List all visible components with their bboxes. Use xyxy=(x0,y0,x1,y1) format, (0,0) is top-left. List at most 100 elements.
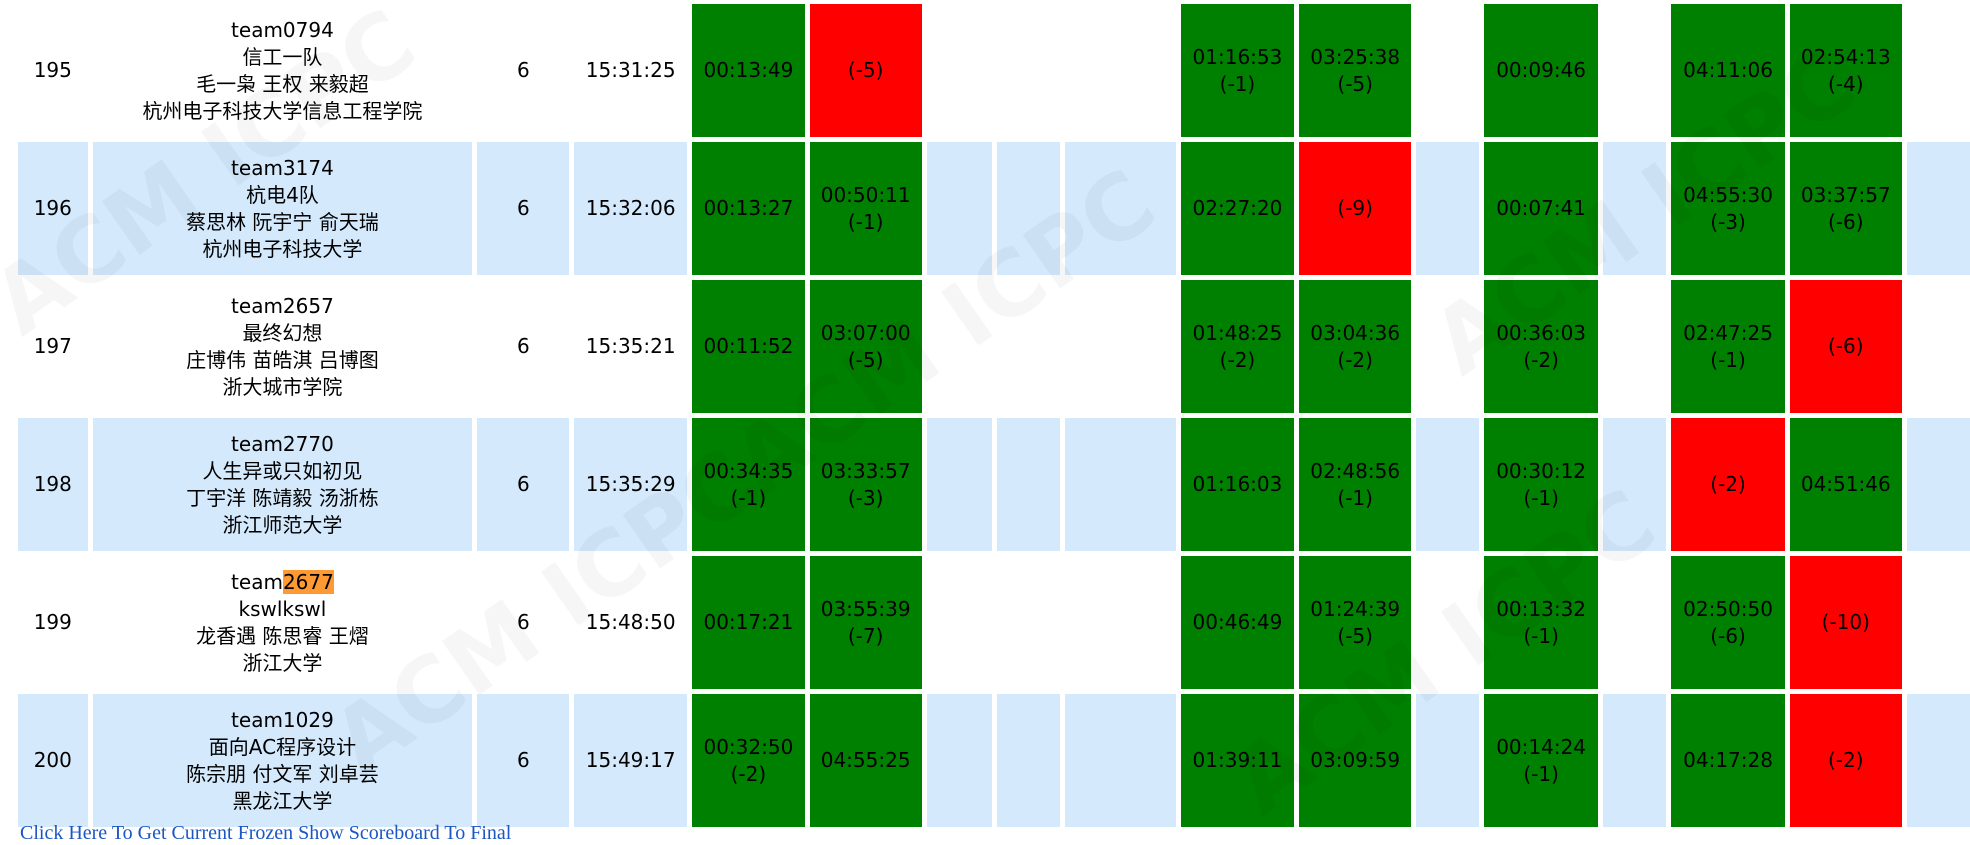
solved-cell: 6 xyxy=(477,4,570,137)
problem-cell: 02:47:25 (-1) xyxy=(1671,280,1785,413)
team-id: team2770 xyxy=(231,431,334,456)
problem-cell: 01:24:39 (-5) xyxy=(1299,556,1412,689)
team-school: 杭州电子科技大学信息工程学院 xyxy=(142,98,423,123)
solve-time: 00:34:35 xyxy=(703,458,794,483)
problem-cell xyxy=(926,142,992,275)
solve-time: 00:14:24 xyxy=(1496,734,1587,759)
search-highlight: 2677 xyxy=(282,569,334,594)
rank-cell: 200 xyxy=(18,694,88,827)
problem-cell xyxy=(996,142,1060,275)
problem-cell: 03:33:57 (-3) xyxy=(809,418,922,551)
solve-time: 01:39:11 xyxy=(1192,748,1283,772)
problem-cell xyxy=(1064,280,1176,413)
team-name: 信工一队 xyxy=(242,44,323,69)
team-name: 人生异或只如初见 xyxy=(202,458,363,483)
table-row: 199 team2677 kswlkswl 龙香遇 陈思睿 王熠 浙江大学 6 15:48:… xyxy=(18,556,1970,689)
problem-cell: (-10) xyxy=(1789,556,1902,689)
problem-cell: (-9) xyxy=(1299,142,1412,275)
rank-cell: 195 xyxy=(18,4,88,137)
solve-time: 01:16:53 xyxy=(1192,44,1283,69)
solve-time: 04:17:28 xyxy=(1683,748,1773,772)
problem-cell: 02:54:13 (-4) xyxy=(1789,4,1902,137)
problem-cell: (-2) xyxy=(1789,694,1902,827)
problem-cell: 04:51:46 xyxy=(1789,418,1902,551)
rank-cell: 196 xyxy=(18,142,88,275)
attempts-count: (-1) xyxy=(730,485,767,510)
team-cell: team3174 杭电4队 蔡思林 阮宇宁 俞天瑞 杭州电子科技大学 xyxy=(92,142,473,275)
solve-time: 00:11:52 xyxy=(703,334,794,358)
attempts-count: (-1) xyxy=(1219,71,1256,96)
problem-cell: 00:11:52 xyxy=(692,280,805,413)
attempts-count: (-9) xyxy=(1337,196,1373,220)
problem-cell: 03:04:36 (-2) xyxy=(1299,280,1412,413)
problem-cell xyxy=(1906,418,1970,551)
attempts-count: (-3) xyxy=(1710,209,1746,234)
problem-cell xyxy=(1602,556,1667,689)
attempts-count: (-6) xyxy=(1710,623,1746,648)
problem-cell xyxy=(926,556,992,689)
solve-time: 03:55:39 xyxy=(820,596,911,621)
solve-time: 00:50:11 xyxy=(820,182,911,207)
table-row: 195 team0794 信工一队 毛一枭 王权 来毅超 杭州电子科技大学信息工程学院 6… xyxy=(18,4,1970,137)
penalty-cell: 15:32:06 xyxy=(574,142,688,275)
problem-cell: 03:37:57 (-6) xyxy=(1789,142,1902,275)
problem-cell xyxy=(1064,4,1176,137)
solved-cell: 6 xyxy=(477,418,570,551)
team-id: team0794 xyxy=(231,17,334,42)
problem-cell: 00:13:32 (-1) xyxy=(1484,556,1598,689)
problem-cell xyxy=(1906,4,1970,137)
attempts-count: (-2) xyxy=(1828,748,1864,772)
penalty-cell: 15:31:25 xyxy=(574,4,688,137)
solve-time: 03:07:00 xyxy=(820,320,911,345)
problem-cell xyxy=(996,280,1060,413)
problem-cell: 00:34:35 (-1) xyxy=(692,418,805,551)
team-cell: team1029 面向AC程序设计 陈宗朋 付文军 刘卓芸 黑龙江大学 xyxy=(92,694,473,827)
attempts-count: (-1) xyxy=(1710,347,1746,372)
problem-cell: 00:07:41 xyxy=(1484,142,1598,275)
problem-cell: 03:07:00 (-5) xyxy=(809,280,922,413)
rank-cell: 197 xyxy=(18,280,88,413)
team-id: team3174 xyxy=(231,155,334,180)
penalty-cell: 15:35:21 xyxy=(574,280,688,413)
team-name: kswlkswl xyxy=(238,596,327,621)
solve-time: 01:48:25 xyxy=(1192,320,1283,345)
problem-cell: 04:11:06 xyxy=(1671,4,1785,137)
attempts-count: (-2) xyxy=(1523,347,1559,372)
problem-cell xyxy=(926,280,992,413)
attempts-count: (-5) xyxy=(847,58,884,82)
table-row: 198 team2770 人生异或只如初见 丁宇洋 陈靖毅 汤浙栋 浙江师范大学 6 15:… xyxy=(18,418,1970,551)
problem-cell: (-6) xyxy=(1789,280,1902,413)
problem-cell: 03:55:39 (-7) xyxy=(809,556,922,689)
attempts-count: (-6) xyxy=(1828,334,1864,358)
solve-time: 00:09:46 xyxy=(1496,58,1587,82)
attempts-count: (-4) xyxy=(1828,71,1864,96)
solved-cell: 6 xyxy=(477,556,570,689)
solve-time: 04:55:30 xyxy=(1683,182,1773,207)
solved-cell: 6 xyxy=(477,280,570,413)
team-name: 最终幻想 xyxy=(242,320,323,345)
team-name: 面向AC程序设计 xyxy=(208,734,357,759)
problem-cell: 04:55:25 xyxy=(809,694,922,827)
solve-time: 02:47:25 xyxy=(1683,320,1773,345)
penalty-cell: 15:48:50 xyxy=(574,556,688,689)
problem-cell xyxy=(996,556,1060,689)
solve-time: 00:30:12 xyxy=(1496,458,1587,483)
problem-cell: 00:13:49 xyxy=(692,4,805,137)
problem-cell: 04:55:30 (-3) xyxy=(1671,142,1785,275)
attempts-count: (-1) xyxy=(847,209,884,234)
penalty-cell: 15:49:17 xyxy=(574,694,688,827)
solve-time: 03:04:36 xyxy=(1310,320,1401,345)
problem-cell xyxy=(926,694,992,827)
solve-time: 02:50:50 xyxy=(1683,596,1773,621)
problem-cell: 00:13:27 xyxy=(692,142,805,275)
team-school: 浙大城市学院 xyxy=(222,374,343,399)
scoreboard-table: 195 team0794 信工一队 毛一枭 王权 来毅超 杭州电子科技大学信息工程学院 6… xyxy=(13,0,1970,832)
team-cell: team0794 信工一队 毛一枭 王权 来毅超 杭州电子科技大学信息工程学院 xyxy=(92,4,473,137)
problem-cell: 00:30:12 (-1) xyxy=(1484,418,1598,551)
problem-cell xyxy=(1416,280,1480,413)
frozen-scoreboard-link[interactable]: Click Here To Get Current Frozen Show Sc… xyxy=(20,822,512,844)
team-name: 杭电4队 xyxy=(246,182,319,207)
attempts-count: (-1) xyxy=(1523,623,1559,648)
problem-cell xyxy=(1064,142,1176,275)
table-row: 200 team1029 面向AC程序设计 陈宗朋 付文军 刘卓芸 黑龙江大学 6 15:4… xyxy=(18,694,1970,827)
